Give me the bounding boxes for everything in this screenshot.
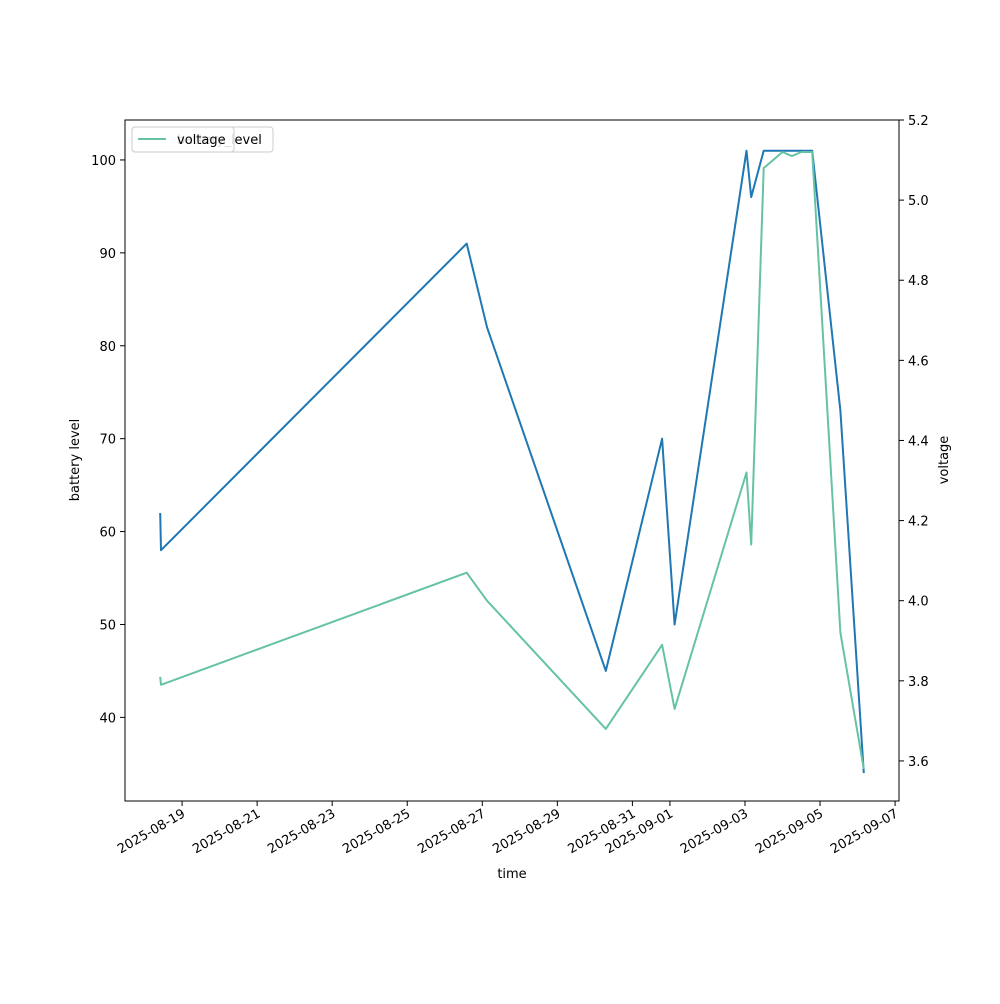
y-left-tick-label: 60 bbox=[99, 526, 116, 541]
x-tick-label: 2025-08-25 bbox=[340, 806, 413, 857]
y-right-tick-label: 4.2 bbox=[908, 515, 929, 530]
legend-box bbox=[131, 126, 235, 153]
x-tick-label: 2025-09-05 bbox=[753, 806, 826, 857]
y-right-tick-label: 5.0 bbox=[908, 194, 929, 209]
x-tick-label: 2025-09-07 bbox=[828, 806, 901, 857]
x-tick-label: 2025-09-03 bbox=[678, 806, 751, 857]
y-left-tick-label: 70 bbox=[99, 433, 116, 448]
y-left-tick-label: 100 bbox=[91, 154, 116, 169]
x-tick-label: 2025-08-27 bbox=[415, 806, 488, 857]
y-right-tick-label: 4.8 bbox=[908, 274, 929, 289]
y-right-tick-label: 5.2 bbox=[908, 114, 929, 129]
x-tick-label: 2025-08-19 bbox=[115, 806, 188, 857]
y-axis-left-label: battery level bbox=[68, 419, 83, 502]
y-left-tick-label: 90 bbox=[99, 247, 116, 262]
series-line-voltage bbox=[159, 151, 865, 770]
x-axis: 2025-08-19 2025-08-21 2025-08-23 2025-08-25… bbox=[115, 801, 901, 857]
x-tick-label: 2025-08-21 bbox=[190, 806, 263, 857]
y-axis-right-label: voltage bbox=[937, 436, 952, 485]
y-left-tick-label: 50 bbox=[99, 618, 116, 633]
y-right-tick-label: 3.8 bbox=[908, 675, 929, 690]
legend-label: voltage bbox=[177, 133, 226, 148]
y-left-tick-label: 40 bbox=[99, 711, 116, 726]
x-axis-label: time bbox=[497, 867, 526, 882]
y-right-tick-label: 3.6 bbox=[908, 755, 929, 770]
x-tick-label: 2025-08-23 bbox=[265, 806, 338, 857]
y-axis-left: 40 50 60 70 80 90 100 bbox=[91, 154, 125, 726]
y-right-tick-label: 4.0 bbox=[908, 595, 929, 610]
series-line-battery-level bbox=[159, 149, 865, 774]
x-tick-label: 2025-08-29 bbox=[490, 806, 563, 857]
plot-frame bbox=[124, 119, 900, 802]
legend-voltage: voltage bbox=[131, 126, 235, 153]
series-layer bbox=[159, 149, 865, 774]
y-axis-right: 3.6 3.8 4.0 4.2 4.4 4.6 4.8 5.0 5.2 bbox=[899, 114, 929, 770]
y-right-tick-label: 4.6 bbox=[908, 354, 929, 369]
y-left-tick-label: 80 bbox=[99, 340, 116, 355]
y-right-tick-label: 4.4 bbox=[908, 434, 929, 449]
